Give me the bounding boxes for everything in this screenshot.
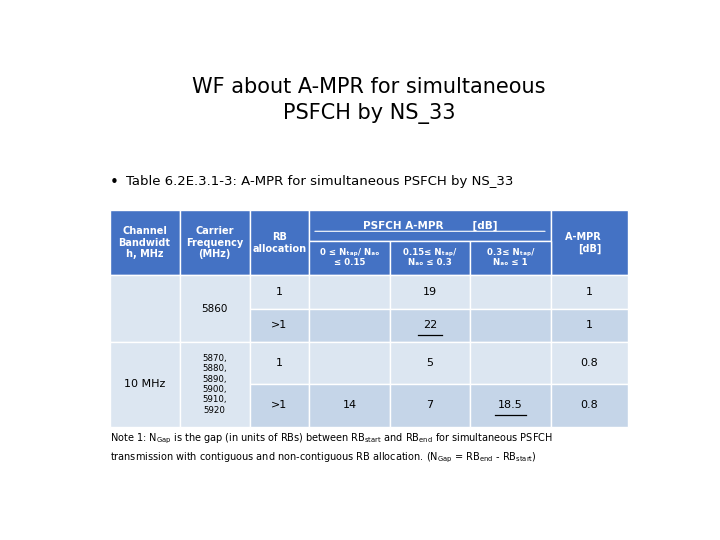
Text: 0.15≤ Nₜₐₚ/
Nₐₒ ≤ 0.3: 0.15≤ Nₜₐₚ/ Nₐₒ ≤ 0.3	[403, 248, 456, 267]
Text: Note 1: N$_{\mathregular{Gap}}$ is the gap (in units of RBs) between RB$_{\mathr: Note 1: N$_{\mathregular{Gap}}$ is the g…	[109, 431, 552, 465]
Text: Channel
Bandwidt
h, MHz: Channel Bandwidt h, MHz	[119, 226, 171, 259]
Text: >1: >1	[271, 320, 287, 330]
Text: 0 ≤ Nₜₐₚ/ Nₐₒ
≤ 0.15: 0 ≤ Nₜₐₚ/ Nₐₒ ≤ 0.15	[320, 248, 379, 267]
Text: Table 6.2E.3.1-3: A-MPR for simultaneous PSFCH by NS_33: Table 6.2E.3.1-3: A-MPR for simultaneous…	[126, 175, 513, 188]
Bar	[390, 241, 470, 275]
Bar	[390, 309, 470, 342]
Bar	[310, 342, 390, 384]
Text: 0.3≤ Nₜₐₚ/
Nₐₒ ≤ 1: 0.3≤ Nₜₐₚ/ Nₐₒ ≤ 1	[487, 248, 534, 267]
Bar	[310, 384, 390, 427]
Bar	[390, 342, 470, 384]
Text: 1: 1	[276, 359, 283, 368]
Bar	[390, 275, 470, 309]
Bar	[310, 241, 390, 275]
Bar	[250, 309, 310, 342]
Text: 7: 7	[426, 401, 433, 410]
Bar	[179, 275, 250, 342]
Text: 14: 14	[343, 401, 356, 410]
Text: WF about A-MPR for simultaneous
PSFCH by NS_33: WF about A-MPR for simultaneous PSFCH by…	[192, 77, 546, 124]
Bar	[390, 384, 470, 427]
Bar	[250, 384, 310, 427]
Bar	[109, 210, 179, 275]
Bar	[250, 275, 310, 309]
Text: 5860: 5860	[202, 303, 228, 314]
Text: 10 MHz: 10 MHz	[124, 380, 166, 389]
Text: 19: 19	[423, 287, 437, 297]
Bar	[470, 309, 551, 342]
Bar	[310, 275, 390, 309]
Text: 1: 1	[586, 320, 593, 330]
Text: 0.8: 0.8	[580, 401, 598, 410]
Bar	[551, 210, 629, 275]
Text: >1: >1	[271, 401, 287, 410]
Bar	[470, 342, 551, 384]
Text: RB
allocation: RB allocation	[253, 232, 307, 254]
Bar	[551, 384, 629, 427]
Text: 22: 22	[423, 320, 437, 330]
Bar	[179, 342, 250, 427]
Bar	[109, 275, 179, 342]
Text: Carrier
Frequency
(MHz): Carrier Frequency (MHz)	[186, 226, 243, 259]
Text: •: •	[109, 175, 118, 190]
Bar	[250, 342, 310, 384]
Bar	[250, 210, 310, 275]
Bar	[109, 342, 179, 427]
Text: 18.5: 18.5	[498, 401, 523, 410]
Text: 1: 1	[586, 287, 593, 297]
Bar	[551, 275, 629, 309]
Text: 0.8: 0.8	[580, 359, 598, 368]
Bar	[470, 275, 551, 309]
Text: 1: 1	[276, 287, 283, 297]
Bar	[470, 241, 551, 275]
Text: 5: 5	[426, 359, 433, 368]
Bar	[551, 309, 629, 342]
Bar	[551, 342, 629, 384]
Text: A-MPR    
[dB]: A-MPR [dB]	[565, 232, 614, 254]
Bar	[470, 384, 551, 427]
Bar	[179, 210, 250, 275]
Bar	[310, 210, 551, 241]
Text: PSFCH A-MPR        [dB]: PSFCH A-MPR [dB]	[363, 220, 498, 231]
Text: 5870,
5880,
5890,
5900,
5910,
5920: 5870, 5880, 5890, 5900, 5910, 5920	[202, 354, 227, 415]
Bar	[310, 309, 390, 342]
